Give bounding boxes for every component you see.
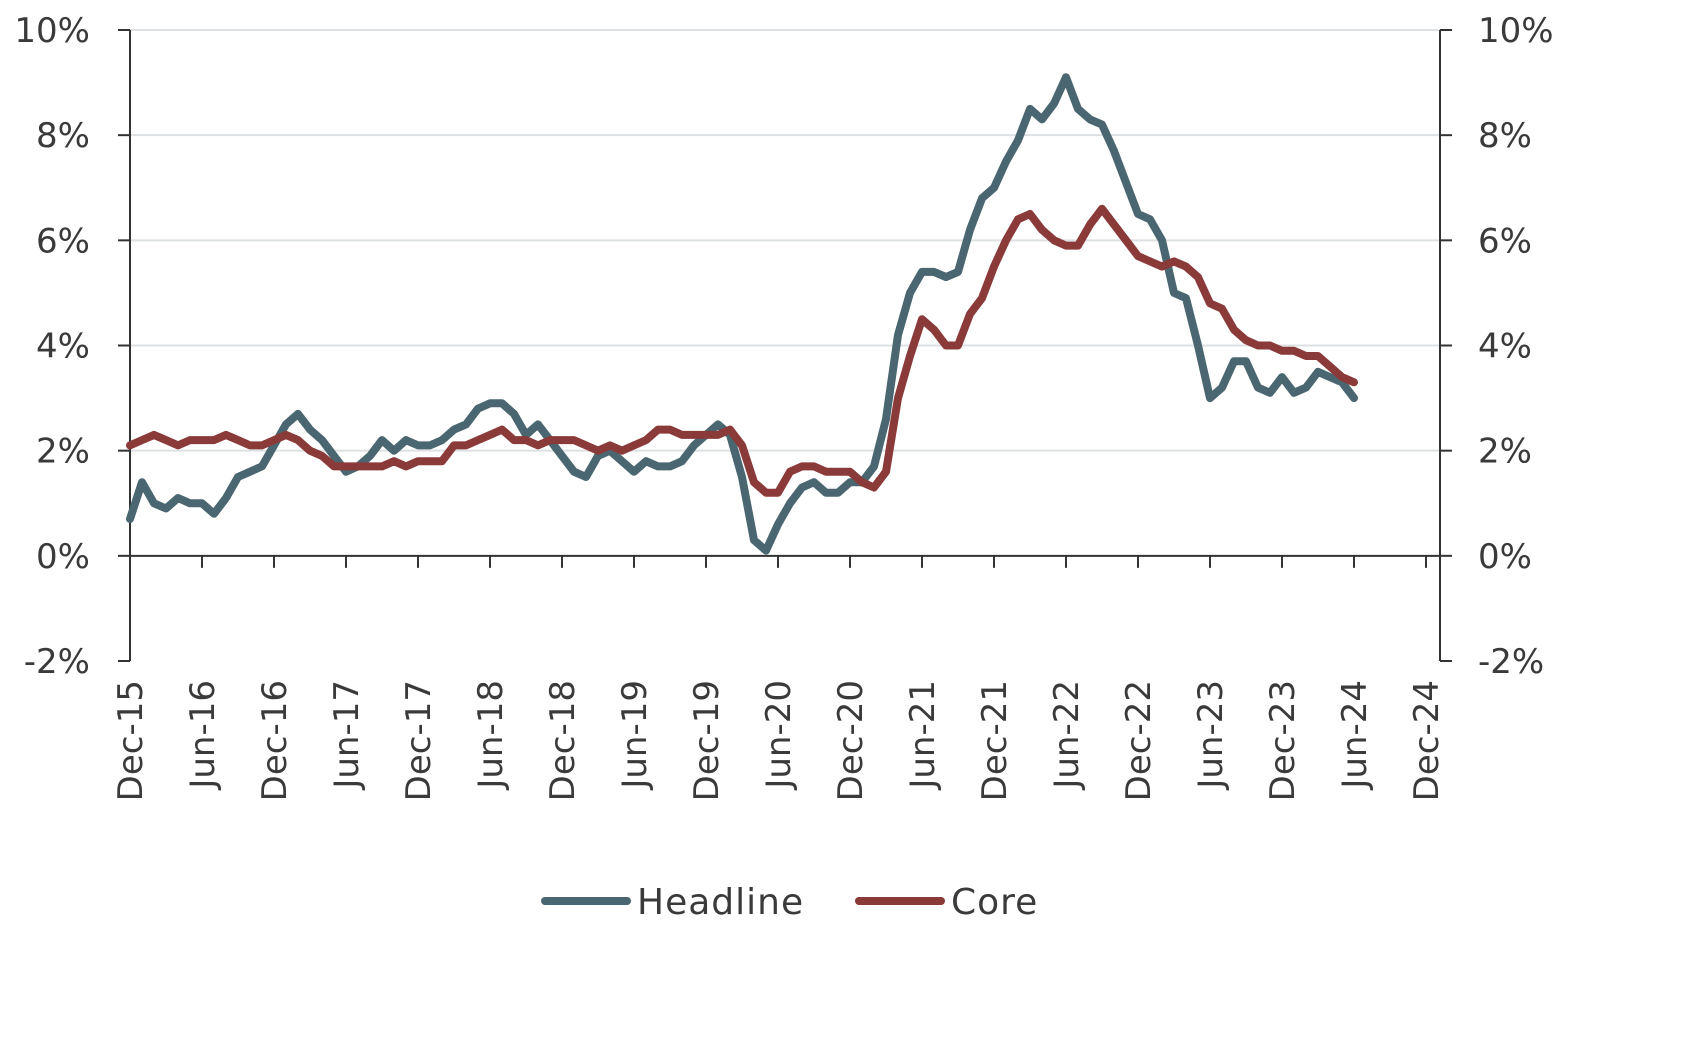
x-tick-label: Jun-20 xyxy=(759,680,799,791)
y-axis-right-labels: -2% 0% 2% 4% 6% 8% 10% xyxy=(1478,11,1554,682)
x-tick-label: Jun-18 xyxy=(471,680,511,791)
x-tick-label: Dec-17 xyxy=(399,680,439,801)
legend-label-core: Core xyxy=(951,882,1038,923)
x-tick-label: Dec-18 xyxy=(543,680,583,801)
x-tick-label: Jun-24 xyxy=(1335,680,1375,791)
y-tick-label-left: -2% xyxy=(24,642,90,682)
x-tick-label: Jun-23 xyxy=(1191,680,1231,791)
y-tick-label-right: 2% xyxy=(1478,432,1532,472)
x-axis-labels: Dec-15 Jun-16 Dec-16 Jun-17 Dec-17 Jun-18 Dec-… xyxy=(111,680,1447,801)
x-tick-label: Dec-21 xyxy=(975,680,1015,801)
y-tick-label-left: 8% xyxy=(36,116,90,156)
x-tick-label: Jun-22 xyxy=(1047,680,1087,791)
series-line-core xyxy=(126,204,1358,497)
y-tick-label-right: -2% xyxy=(1478,642,1544,682)
x-tick-label: Jun-17 xyxy=(327,680,367,791)
y-tick-label-right: 0% xyxy=(1478,537,1532,577)
x-tick-label: Jun-16 xyxy=(183,680,223,791)
y-tick-label-left: 4% xyxy=(36,327,90,367)
x-tick-label: Dec-23 xyxy=(1263,680,1303,801)
y-tick-label-right: 4% xyxy=(1478,327,1532,367)
y-axis-left-labels: -2% 0% 2% 4% 6% 8% 10% xyxy=(14,11,90,682)
x-tick-label: Dec-15 xyxy=(111,680,151,801)
x-tick-label: Jun-19 xyxy=(615,680,655,791)
gridlines xyxy=(130,29,1440,452)
y-tick-label-right: 6% xyxy=(1478,221,1532,261)
x-tick-label: Jun-21 xyxy=(903,680,943,791)
x-tick-label: Dec-22 xyxy=(1119,680,1159,801)
x-tick-label: Dec-16 xyxy=(255,680,295,801)
x-tick-label: Dec-19 xyxy=(687,680,727,801)
y-tick-label-left: 0% xyxy=(36,537,90,577)
axes xyxy=(118,29,1452,662)
series-line-headline xyxy=(126,73,1358,555)
x-tick-label: Dec-20 xyxy=(831,680,871,801)
y-tick-label-left: 6% xyxy=(36,221,90,261)
y-tick-label-right: 8% xyxy=(1478,116,1532,156)
y-tick-label-left: 2% xyxy=(36,432,90,472)
series-lines xyxy=(126,73,1358,555)
y-tick-label-right: 10% xyxy=(1478,11,1554,51)
x-tick-label: Dec-24 xyxy=(1407,680,1447,801)
y-tick-label-left: 10% xyxy=(14,11,90,51)
legend-label-headline: Headline xyxy=(637,882,804,923)
legend: Headline Core xyxy=(541,882,1038,923)
